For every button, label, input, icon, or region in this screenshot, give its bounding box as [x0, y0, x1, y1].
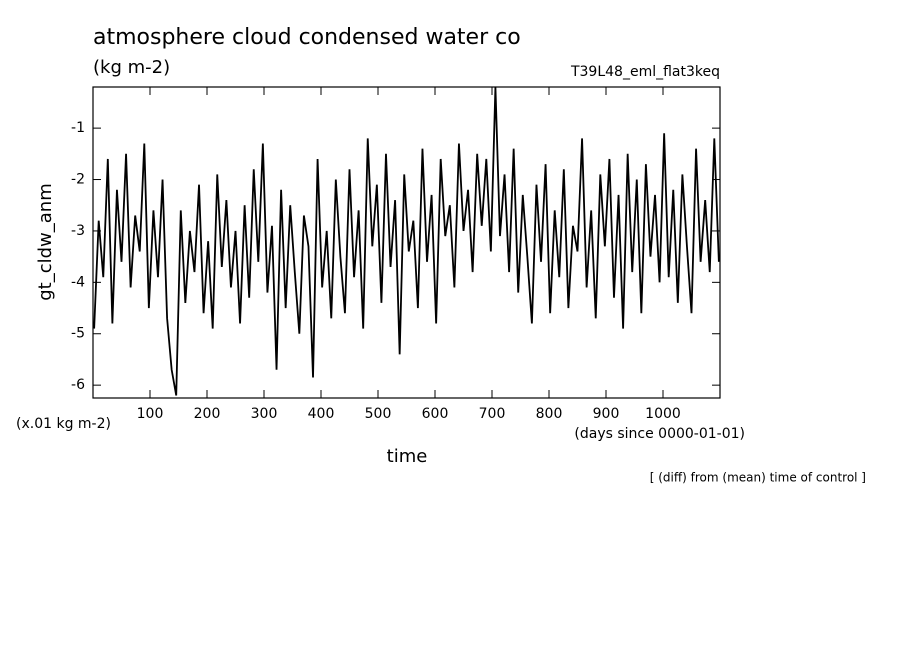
x-tick-label: 800: [536, 406, 563, 422]
chart-subtitle: (kg m-2): [93, 57, 170, 78]
y-axis-unit: (x.01 kg m-2): [16, 416, 111, 432]
x-tick-label: 100: [137, 406, 164, 422]
x-tick-label: 700: [479, 406, 506, 422]
x-tick-label: 600: [422, 406, 449, 422]
y-tick-label: -4: [71, 274, 85, 290]
x-tick-label: 500: [365, 406, 392, 422]
experiment-label: T39L48_eml_flat3keq: [570, 64, 720, 80]
y-tick-label: -5: [71, 326, 85, 342]
x-axis-unit: (days since 0000-01-01): [574, 426, 745, 442]
note: [ (diff) from (mean) time of control ]: [650, 471, 866, 485]
plot-frame: [92, 86, 721, 399]
y-tick-label: -2: [71, 172, 85, 188]
x-tick-label: 400: [308, 406, 335, 422]
y-tick-label: -1: [71, 120, 85, 136]
x-tick-label: 900: [593, 406, 620, 422]
data-line: [93, 87, 720, 396]
chart-title: atmosphere cloud condensed water co: [93, 25, 521, 50]
x-tick-label: 200: [194, 406, 221, 422]
y-axis-label: gt_cldw_anm: [35, 183, 56, 301]
y-tick-label: -3: [71, 223, 85, 239]
x-tick-label: 1000: [645, 406, 681, 422]
x-axis-label: time: [387, 446, 428, 467]
x-tick-label: 300: [251, 406, 278, 422]
y-tick-label: -6: [71, 377, 85, 393]
